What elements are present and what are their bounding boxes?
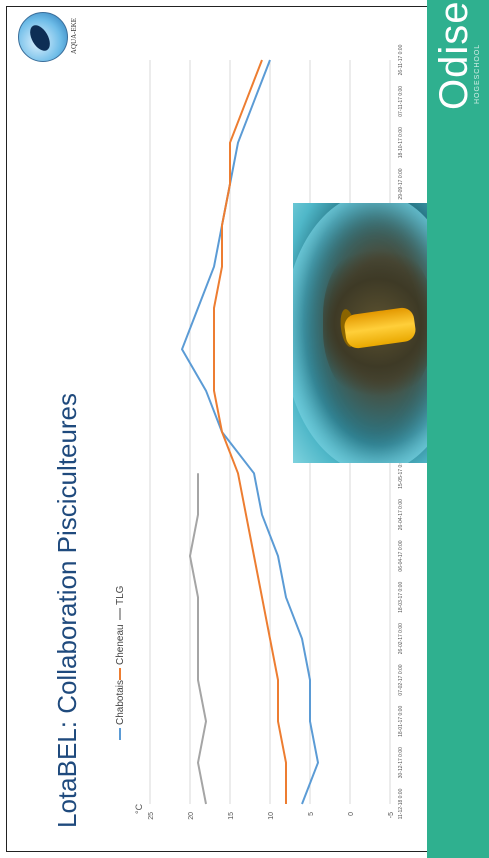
y-tick-label: 5 [308,812,315,816]
brand-name: Odisee [432,0,476,110]
odisee-brand: Odisee HOGESCHOOL [430,0,486,114]
x-tick-label: 11-12-18 0:00 [398,788,404,819]
aqua-eke-logo: AQUA-EKE [14,6,88,68]
x-tick-label: 26-11-17 0:00 [398,44,404,75]
footer-band [427,0,489,858]
x-tick-label: 29-09-17 0:00 [398,168,404,199]
logo-text: AQUA-EKE [70,17,78,55]
y-tick-label: 0 [348,812,355,816]
legend-label: Cheneau [115,624,126,665]
series-line-tlg [189,473,207,805]
x-tick-label: 26-02-17 0:00 [398,623,404,654]
x-tick-label: 18-01-17 0:00 [398,706,404,737]
y-tick-label: 20 [188,812,195,820]
x-tick-label: 15-05-17 0:00 [398,458,404,489]
x-tick-label: 18-03-17 0:00 [398,582,404,613]
x-tick-label: 07-02-17 0:00 [398,664,404,695]
brand-subtitle: HOGESCHOOL [474,43,481,104]
y-tick-label: -5 [388,812,395,818]
y-tick-label: 25 [148,812,155,820]
y-tick-label: 15 [228,812,235,820]
slide-title: LotaBEL: Collaboration Pisciculteures [52,392,82,828]
x-tick-label: 06-04-17 0:00 [398,540,404,571]
x-tick-label: 30-12-17 0:00 [398,747,404,778]
y-tick-label: 10 [268,812,275,820]
x-tick-label: 18-10-17 0:00 [398,127,404,158]
y-axis-label: °C [134,803,144,814]
x-tick-label: 26-04-17 0:00 [398,499,404,530]
legend-label: Chabotais [115,680,126,725]
series-line-cheneau [213,59,287,804]
legend-label: TLG [115,585,126,605]
x-tick-label: 07-11-17 0:00 [398,86,404,117]
